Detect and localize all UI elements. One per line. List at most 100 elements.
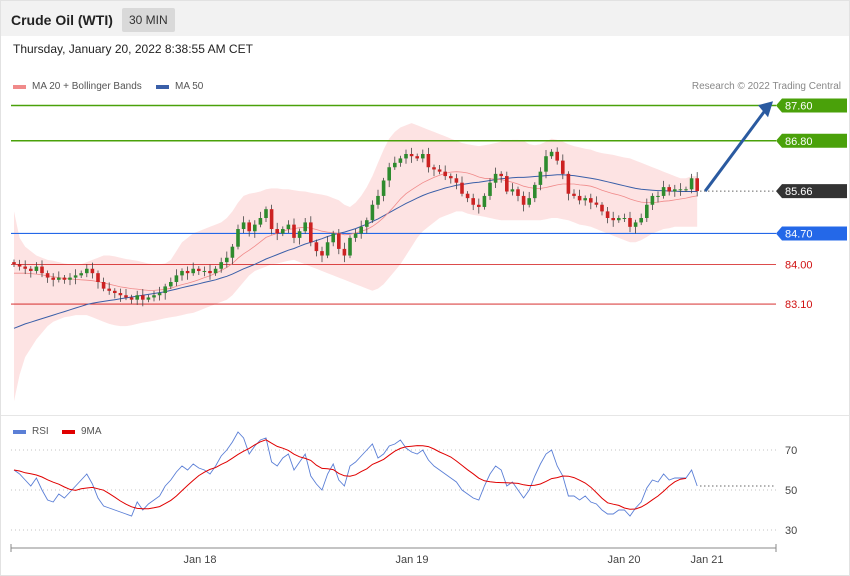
candle-body bbox=[409, 154, 414, 157]
legend-ma50: MA 50 bbox=[156, 81, 203, 92]
x-label-jan-20: Jan 20 bbox=[607, 554, 640, 566]
candle-body bbox=[107, 288, 111, 291]
candle-body bbox=[605, 211, 610, 218]
candle-body bbox=[124, 295, 128, 298]
candle-body bbox=[617, 218, 621, 221]
candle-body bbox=[544, 156, 548, 172]
candle-body bbox=[297, 231, 302, 238]
candle-body bbox=[174, 275, 179, 282]
legend-rsi-ma9: 9MA bbox=[62, 426, 102, 437]
candle-body bbox=[12, 262, 16, 265]
ma9-swatch bbox=[62, 429, 75, 434]
candle-body bbox=[454, 178, 459, 183]
candle-body bbox=[281, 229, 285, 234]
candle-body bbox=[185, 270, 190, 274]
level-86-80-tag bbox=[776, 133, 847, 148]
candle-body bbox=[398, 158, 403, 163]
level-87-60-label: 87.60 bbox=[785, 100, 813, 112]
candle-body bbox=[85, 268, 89, 274]
candle-body bbox=[230, 246, 235, 258]
legend-ma20: MA 20 + Bollinger Bands bbox=[13, 81, 142, 92]
ma20-swatch bbox=[13, 84, 26, 89]
candle-body bbox=[23, 266, 27, 269]
candle-body bbox=[264, 209, 268, 218]
candle-body bbox=[549, 151, 554, 157]
candle-body bbox=[527, 198, 531, 205]
candle-body bbox=[432, 167, 436, 170]
ma9-label: 9MA bbox=[81, 426, 102, 437]
candle-body bbox=[561, 160, 565, 174]
panel-divider bbox=[1, 415, 849, 416]
copyright-text: Research © 2022 Trading Central bbox=[691, 81, 841, 92]
candle-body bbox=[488, 182, 492, 196]
candle-body bbox=[191, 268, 195, 274]
candle-body bbox=[68, 277, 72, 280]
candle-body bbox=[219, 262, 223, 269]
candle-body bbox=[533, 184, 537, 199]
candle-body bbox=[247, 222, 251, 232]
candle-body bbox=[566, 173, 571, 194]
timestamp: Thursday, January 20, 2022 8:38:55 AM CE… bbox=[13, 42, 253, 56]
candle-body bbox=[645, 204, 649, 218]
candle-body bbox=[314, 242, 319, 252]
level-last-85-66-label: 85.66 bbox=[785, 186, 813, 198]
candle-body bbox=[689, 178, 694, 190]
rsi-tick-50: 50 bbox=[785, 485, 797, 497]
candle-body bbox=[253, 224, 257, 232]
candle-body bbox=[628, 218, 632, 227]
rsi-tick-30: 30 bbox=[785, 525, 797, 537]
candle-body bbox=[555, 151, 559, 161]
candle-body bbox=[208, 270, 212, 274]
candle-body bbox=[157, 293, 162, 296]
projection-arrow-line bbox=[703, 108, 768, 192]
level-83-10-label: 83.10 bbox=[785, 299, 813, 311]
candle-body bbox=[269, 209, 274, 230]
candle-body bbox=[437, 169, 442, 172]
candle-body bbox=[45, 273, 50, 278]
candle-body bbox=[577, 195, 582, 201]
candle-body bbox=[353, 233, 358, 238]
candle-body bbox=[213, 268, 218, 274]
candle-body bbox=[241, 222, 246, 230]
candle-body bbox=[309, 222, 313, 243]
level-87-60-tag bbox=[776, 98, 847, 113]
candle-body bbox=[51, 277, 55, 280]
candle-body bbox=[202, 270, 207, 272]
timeframe-badge[interactable]: 30 MIN bbox=[122, 8, 175, 32]
candle-body bbox=[572, 193, 576, 196]
candle-body bbox=[482, 195, 487, 207]
candle-body bbox=[600, 204, 604, 212]
candle-body bbox=[667, 187, 671, 192]
candle-body bbox=[611, 218, 615, 221]
candle-body bbox=[34, 266, 39, 271]
rsi-label: RSI bbox=[32, 426, 49, 437]
candle-body bbox=[286, 224, 291, 230]
candle-body bbox=[73, 275, 78, 278]
candle-body bbox=[510, 189, 515, 192]
candle-body bbox=[320, 251, 324, 256]
candle-body bbox=[505, 176, 509, 192]
candle-body bbox=[589, 198, 593, 203]
candle-body bbox=[57, 277, 61, 280]
candle-body bbox=[101, 282, 106, 289]
candle-body bbox=[426, 154, 431, 168]
candle-body bbox=[152, 295, 156, 298]
rsi-line bbox=[13, 431, 698, 517]
candle-body bbox=[471, 198, 475, 205]
candle-body bbox=[678, 189, 683, 191]
candle-body bbox=[96, 273, 100, 282]
candle-body bbox=[493, 173, 498, 183]
candle-body bbox=[421, 154, 425, 159]
candle-body bbox=[393, 162, 397, 168]
candle-body bbox=[169, 282, 173, 287]
candle-body bbox=[62, 277, 67, 280]
candle-body bbox=[337, 233, 341, 249]
candle-body bbox=[639, 218, 643, 223]
candle-body bbox=[656, 195, 660, 197]
candle-body bbox=[365, 220, 369, 227]
candle-body bbox=[376, 195, 380, 205]
candle-body bbox=[348, 237, 352, 256]
candle-body bbox=[342, 248, 347, 256]
candle-body bbox=[129, 297, 134, 300]
candle-body bbox=[477, 204, 481, 207]
